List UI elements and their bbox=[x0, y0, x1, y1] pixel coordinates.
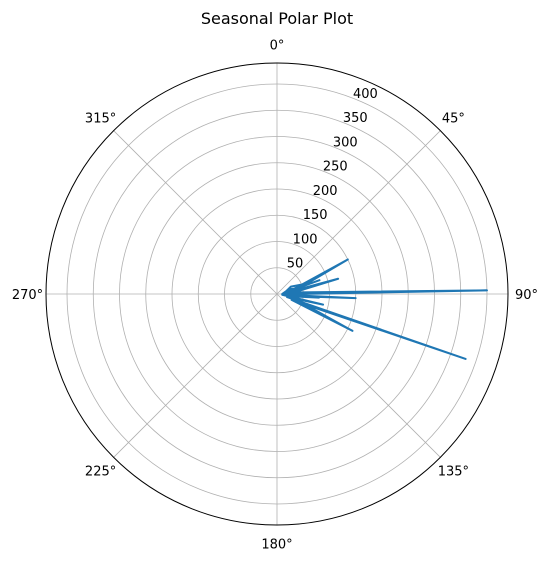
angle-tick-label: 45° bbox=[442, 112, 465, 127]
angular-gridline-45 bbox=[276, 130, 441, 295]
radial-tick-label: 350 bbox=[343, 111, 368, 126]
angular-gridline-135 bbox=[276, 293, 441, 458]
angle-tick-label: 0° bbox=[270, 39, 285, 54]
polar-grid bbox=[46, 63, 508, 525]
tick-labels: 0° 45° 90° 135° 180° 225° 270° 315° 50 100 150 200 2… bbox=[12, 39, 538, 553]
angle-tick-label: 225° bbox=[85, 464, 116, 479]
radial-tick-label: 400 bbox=[353, 87, 378, 102]
radial-tick-label: 200 bbox=[313, 184, 338, 199]
radial-tick-label: 50 bbox=[287, 257, 304, 272]
angle-tick-label: 90° bbox=[515, 288, 538, 303]
series-group bbox=[281, 258, 488, 360]
radial-tick-label: 150 bbox=[303, 208, 328, 223]
radial-tick-label: 300 bbox=[333, 135, 358, 150]
angle-tick-label: 315° bbox=[85, 112, 116, 127]
angular-gridline-315 bbox=[113, 130, 278, 295]
angle-tick-label: 270° bbox=[12, 288, 43, 303]
angular-gridline-225 bbox=[113, 293, 278, 458]
chart-title: Seasonal Polar Plot bbox=[201, 9, 353, 28]
angle-tick-label: 135° bbox=[438, 464, 469, 479]
radial-tick-label: 100 bbox=[293, 232, 318, 247]
polar-frame bbox=[45, 62, 509, 526]
angle-tick-label: 180° bbox=[261, 537, 292, 552]
series-line bbox=[281, 258, 488, 360]
radial-tick-label: 250 bbox=[323, 160, 348, 175]
